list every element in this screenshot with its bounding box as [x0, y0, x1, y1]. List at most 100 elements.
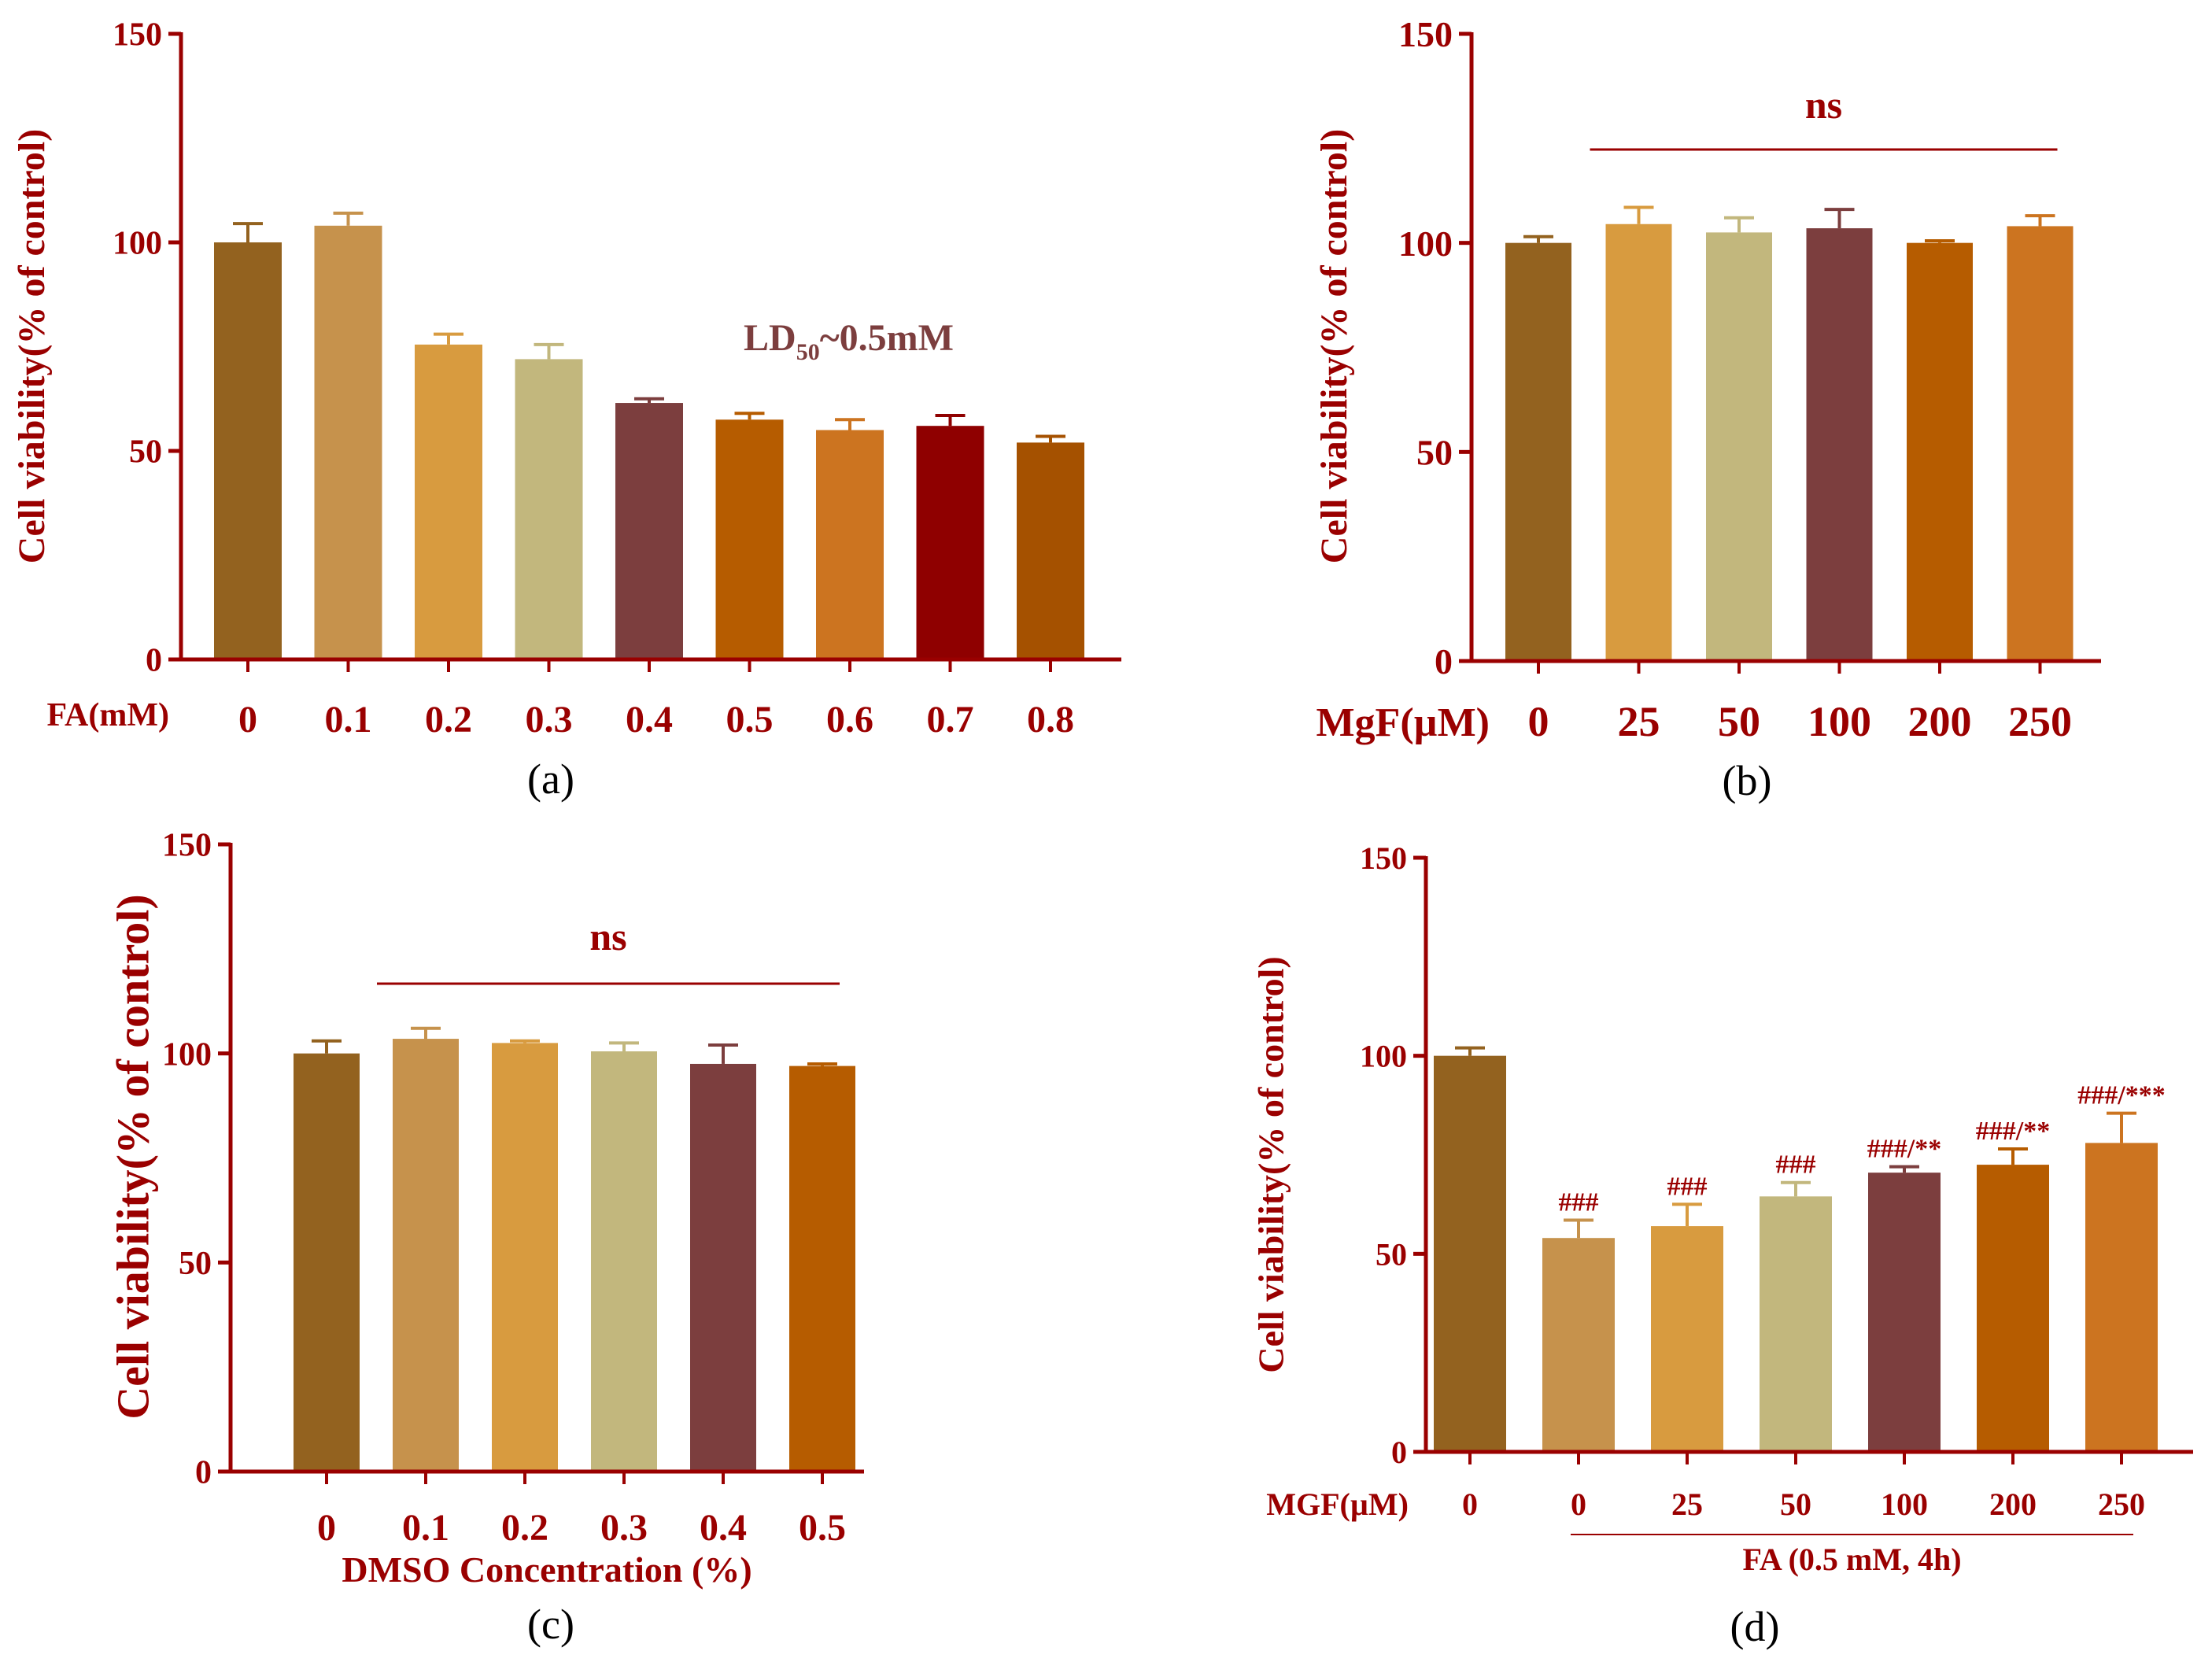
x-axis-label: FA(mM): [47, 697, 169, 733]
bar-c-1: [393, 1039, 459, 1472]
y-tick-label: 150: [1360, 840, 1407, 876]
x-tick-label: 0.2: [501, 1507, 548, 1549]
x-tick-label: 25: [1671, 1487, 1703, 1522]
x-tick-label: 100: [1808, 698, 1871, 745]
x-tick-label: 0.6: [826, 699, 873, 741]
panel-label: (d): [1730, 1603, 1780, 1650]
x-tick-label: 25: [1618, 698, 1660, 745]
x-tick-label: 0: [1528, 698, 1549, 745]
bar-annotation: ###/**: [1867, 1135, 1941, 1164]
x-tick-label: 0: [1571, 1487, 1586, 1522]
group-label: FA (0.5 mM, 4h): [1742, 1542, 1961, 1577]
panel-label: (b): [1723, 757, 1772, 804]
x-tick-label: 0.3: [600, 1507, 648, 1549]
y-tick-label: 100: [113, 226, 162, 262]
x-axis-label: MgF(µM): [1316, 700, 1490, 745]
bar-a-7: [916, 426, 984, 659]
bar-c-2: [492, 1043, 558, 1472]
x-tick-label: 0: [1462, 1487, 1478, 1522]
x-tick-label: 0.7: [927, 699, 974, 741]
y-axis-label: Cell viability(% of control): [11, 129, 53, 563]
y-tick-label: 0: [146, 643, 162, 679]
bar-c-3: [591, 1051, 657, 1472]
panel-label: (c): [527, 1601, 574, 1648]
y-axis-label: Cell viability(% of control): [1251, 956, 1291, 1372]
y-tick-label: 0: [1435, 641, 1453, 681]
bar-b-4: [1907, 242, 1973, 662]
y-tick-label: 150: [113, 17, 162, 54]
bar-a-8: [1017, 442, 1084, 659]
y-tick-label: 150: [1398, 14, 1453, 54]
bar-d-0: [1434, 1055, 1506, 1452]
bar-annotation: ###: [1776, 1150, 1816, 1180]
x-tick-label: 0: [238, 699, 257, 741]
bar-b-5: [2007, 226, 2074, 661]
bar-c-4: [690, 1063, 756, 1472]
bar-d-2: [1651, 1226, 1723, 1452]
bar-d-4: [1868, 1173, 1941, 1452]
y-tick-label: 50: [1416, 432, 1453, 472]
y-tick-label: 0: [195, 1455, 212, 1491]
x-tick-label: 0.1: [325, 699, 372, 741]
bar-d-5: [1977, 1165, 2049, 1452]
x-tick-label: 0.5: [799, 1507, 846, 1549]
chart-b: 0 25 50 100 200 250 0 50 100 150 Cell viability(% …: [1313, 14, 2101, 804]
bar-b-0: [1505, 242, 1571, 662]
significance-label: ns: [1805, 83, 1842, 127]
y-tick-label: 100: [162, 1036, 212, 1073]
x-tick-label: 0.8: [1027, 699, 1074, 741]
y-axis-label: Cell viability(% of control): [107, 894, 158, 1419]
ld50-value: ~0.5mM: [820, 317, 954, 359]
y-tick-label: 150: [162, 828, 212, 864]
bar-annotation: ###: [1667, 1172, 1708, 1201]
x-tick-label: 250: [2098, 1487, 2145, 1522]
y-axis-label: Cell viability(% of control): [1313, 129, 1355, 563]
bar-b-1: [1605, 223, 1672, 661]
x-axis-label: MGF(µM): [1266, 1487, 1409, 1522]
ld50-subscript: 50: [796, 339, 820, 365]
x-tick-label: 0.5: [726, 699, 774, 741]
bar-a-3: [515, 359, 583, 659]
x-tick-label: 50: [1718, 698, 1760, 745]
bar-d-3: [1760, 1196, 1832, 1452]
x-tick-label: 200: [1908, 698, 1972, 745]
x-tick-label: 0.3: [526, 699, 573, 741]
bar-annotation: ###: [1559, 1188, 1599, 1217]
panel-label: (a): [527, 755, 574, 803]
bar-c-5: [789, 1066, 855, 1472]
ld50-annotation: LD50~0.5mM: [744, 317, 954, 365]
x-tick-label: 200: [1989, 1487, 2037, 1522]
ld50-prefix: LD: [744, 317, 796, 359]
x-tick-label: 0.1: [402, 1507, 449, 1549]
bar-annotation: ###/**: [1976, 1117, 2050, 1146]
bar-a-6: [816, 430, 884, 659]
y-tick-label: 50: [179, 1246, 212, 1282]
x-tick-label: 0.4: [700, 1507, 747, 1549]
x-tick-label: 0: [317, 1507, 336, 1549]
x-tick-label: 250: [2008, 698, 2072, 745]
x-tick-label: 100: [1881, 1487, 1928, 1522]
y-tick-label: 100: [1360, 1039, 1407, 1074]
chart-d: 0 0 ### 25 ### 50 ### 100 ###/** 200 ###/** 250 ###/…: [1251, 840, 2193, 1650]
bar-annotation: ###/***: [2077, 1081, 2165, 1110]
bar-a-1: [314, 225, 382, 659]
y-tick-label: 0: [1391, 1435, 1407, 1470]
bar-d-1: [1542, 1238, 1615, 1452]
bar-c-0: [294, 1053, 360, 1472]
bar-a-0: [214, 242, 282, 659]
bar-b-3: [1806, 228, 1873, 661]
bar-d-6: [2085, 1143, 2158, 1452]
bar-a-5: [715, 419, 784, 659]
y-tick-label: 50: [1376, 1236, 1407, 1272]
bar-a-4: [615, 403, 683, 659]
y-tick-label: 100: [1398, 223, 1453, 264]
bar-a-2: [415, 344, 482, 659]
significance-label: ns: [589, 914, 626, 958]
x-tick-label: 0.2: [425, 699, 472, 741]
chart-a: 0 0.1 0.2 0.3 0.4 0.5 0.6 0.7 0.8 0 50 100 150 Cell v…: [11, 17, 1121, 803]
x-tick-label: 0.4: [626, 699, 673, 741]
x-tick-label: 50: [1780, 1487, 1811, 1522]
bar-b-2: [1706, 232, 1772, 662]
